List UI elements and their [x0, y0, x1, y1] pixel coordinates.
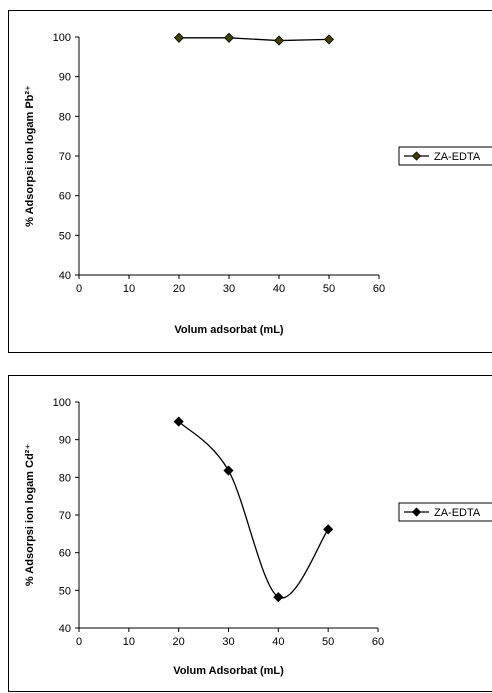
y-tick-label: 50 [59, 585, 71, 597]
x-tick-label: 0 [76, 283, 82, 295]
legend-label: ZA-EDTA [434, 507, 481, 519]
x-tick-label: 60 [373, 283, 385, 295]
x-tick-label: 40 [272, 636, 284, 648]
y-tick-label: 90 [59, 435, 71, 447]
x-tick-label: 20 [173, 636, 185, 648]
data-point-marker [273, 592, 284, 603]
x-tick-label: 10 [123, 283, 135, 295]
y-tick-label: 70 [59, 510, 71, 522]
data-point-marker [323, 524, 334, 535]
y-tick-label: 60 [59, 191, 71, 203]
y-tick-label: 100 [53, 397, 71, 409]
x-tick-label: 20 [173, 283, 185, 295]
legend-label: ZA-EDTA [434, 151, 481, 163]
y-tick-label: 80 [59, 472, 71, 484]
chart-panel-pb: 40 50 60 70 80 90 100 0 10 20 30 40 50 60 Volum adsorb… [8, 10, 492, 353]
series-line-cd [178, 421, 329, 599]
y-tick-label: 40 [59, 270, 71, 282]
x-axis-title: Volum Adsorbat (mL) [173, 665, 284, 677]
legend-marker [411, 151, 422, 161]
data-point-marker [223, 32, 235, 43]
y-tick-label: 60 [59, 548, 71, 560]
y-tick-label: 50 [59, 230, 71, 242]
y-axis-title: % Adsorpsi ion logam Cd²⁺ [24, 444, 36, 586]
y-axis-title: % Adsorpsi ion logam Pb²⁺ [24, 85, 36, 227]
y-tick-label: 100 [53, 32, 71, 44]
x-tick-label: 30 [223, 283, 235, 295]
legend-marker [411, 507, 422, 517]
x-tick-label: 40 [273, 283, 285, 295]
data-point-marker [273, 35, 285, 46]
x-axis-title: Volum adsorbat (mL) [174, 324, 284, 336]
x-tick-label: 50 [322, 636, 334, 648]
chart-panel-cd: 40 50 60 70 80 90 100 0 10 20 30 40 50 60 Volum Adsorb… [8, 375, 492, 692]
y-tick-label: 70 [59, 151, 71, 163]
series-line-pb [179, 37, 330, 42]
data-point-marker [323, 34, 335, 45]
legend-box [398, 146, 492, 166]
x-tick-label: 50 [323, 283, 335, 295]
x-tick-label: 60 [372, 636, 384, 648]
data-point-marker [173, 416, 184, 427]
y-tick-label: 90 [59, 72, 71, 84]
x-tick-label: 0 [76, 636, 82, 648]
y-tick-label: 80 [59, 111, 71, 123]
chart-cd-svg: 40 50 60 70 80 90 100 0 10 20 30 40 50 60 Volum Adsorb… [24, 397, 492, 677]
data-point-marker [173, 32, 185, 43]
chart-pb-svg: 40 50 60 70 80 90 100 0 10 20 30 40 50 60 Volum adsorb… [24, 32, 492, 336]
y-tick-label: 40 [59, 623, 71, 635]
data-point-marker [223, 465, 234, 476]
x-tick-label: 10 [123, 636, 135, 648]
legend-box [398, 502, 492, 522]
x-tick-label: 30 [222, 636, 234, 648]
